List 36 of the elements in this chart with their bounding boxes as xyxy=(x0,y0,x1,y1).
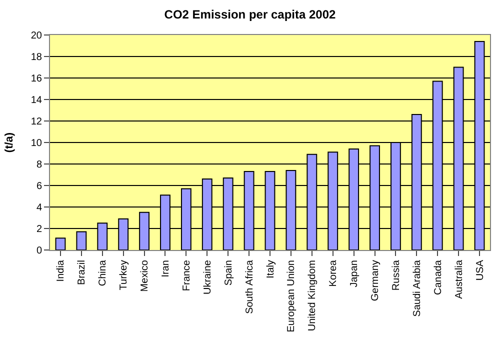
bar xyxy=(55,238,66,250)
x-tick-label: South Africa xyxy=(244,260,256,314)
y-axis-title: (t/a) xyxy=(4,132,16,153)
x-tick-label: Brazil xyxy=(76,260,88,286)
x-tick-label: Japan xyxy=(349,260,360,288)
x-tick-label: Canada xyxy=(432,260,444,296)
x-tick-label: European Union xyxy=(286,260,298,332)
x-tick-label: Italy xyxy=(265,260,276,278)
y-tick-label: 10 xyxy=(30,138,42,149)
x-tick-label: China xyxy=(98,260,109,286)
y-tick-label: 20 xyxy=(30,30,42,42)
x-tick-label: USA xyxy=(474,260,486,281)
bar xyxy=(76,231,87,250)
y-tick-label: 16 xyxy=(30,74,42,84)
y-tick-label: 6 xyxy=(36,181,42,192)
y-tick-label: 12 xyxy=(30,116,42,128)
x-tick-label: Russia xyxy=(390,260,402,291)
x-tick-label: France xyxy=(181,260,192,292)
x-tick-label: India xyxy=(56,260,67,282)
x-tick-label: Saudi Arabia xyxy=(412,260,423,317)
y-tick-label: 8 xyxy=(36,160,42,170)
x-tick-label: Turkey xyxy=(118,260,130,290)
x-tick-label: Germany xyxy=(370,260,382,302)
x-tick-label: Ukraine xyxy=(202,260,214,294)
x-tick-label: United Kingdom xyxy=(307,260,318,332)
x-tick-label: Australia xyxy=(454,260,465,299)
x-tick-label: Korea xyxy=(328,260,340,287)
y-tick-label: 18 xyxy=(30,52,42,63)
x-tick-label: Iran xyxy=(160,260,172,278)
x-tick-label: Spain xyxy=(223,260,234,286)
y-tick-label: 0 xyxy=(36,246,42,256)
y-tick-label: 4 xyxy=(36,202,42,214)
y-tick-label: 14 xyxy=(30,95,42,106)
y-tick-label: 2 xyxy=(36,224,42,235)
chart-title: CO2 Emission per capita 2002 xyxy=(164,8,336,22)
x-tick-label: Mexico xyxy=(140,260,151,292)
